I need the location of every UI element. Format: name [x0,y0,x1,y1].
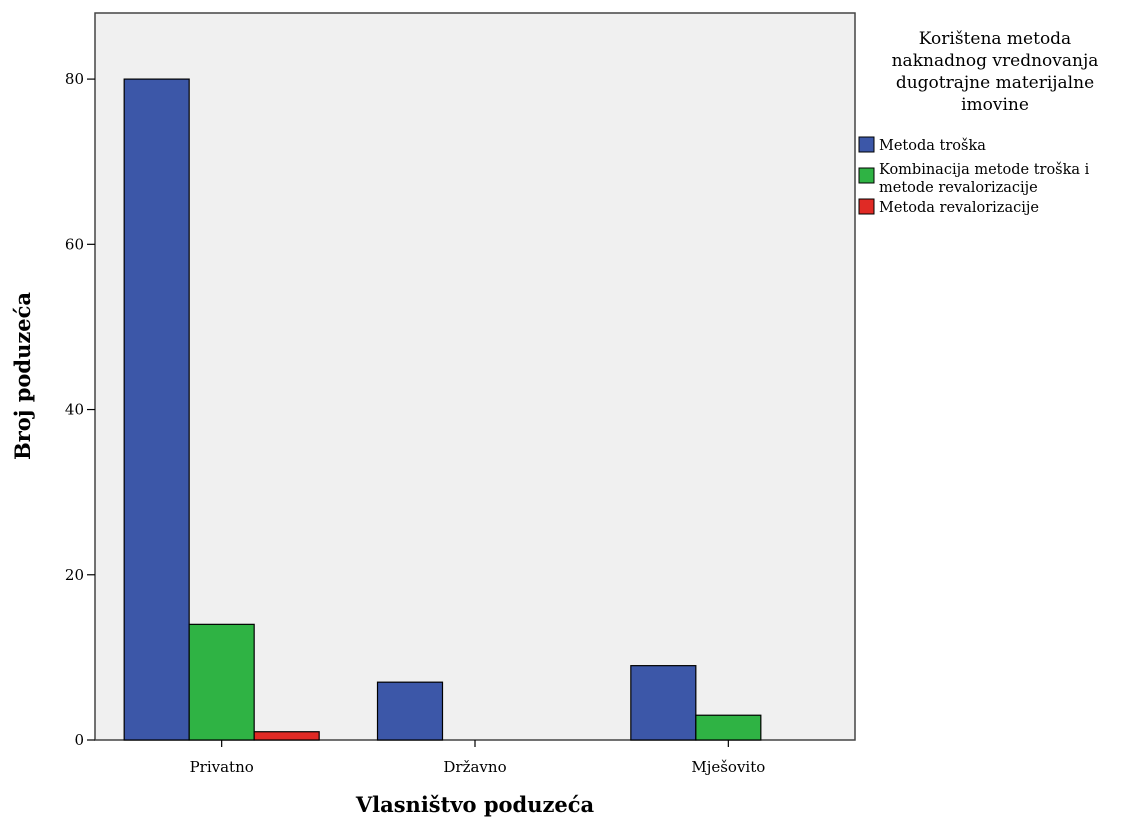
bar [188,623,255,741]
bar [123,78,190,741]
y-tick-label: 60 [65,235,84,253]
legend-swatch [858,136,875,153]
legend-label: Metoda troška [879,137,986,154]
legend-swatch [858,167,875,184]
y-tick-label: 20 [65,566,84,584]
bar [376,681,444,741]
legend-title-line: Korištena metoda [919,29,1071,49]
legend-label: Metoda revalorizacije [879,200,1039,216]
legend-title-line: dugotrajne materijalne [896,73,1094,93]
bar [253,731,320,741]
y-axis-title: Broj poduzeća [10,292,35,460]
bars [123,78,762,741]
bar [695,714,762,741]
legend-title-line: naknadnog vrednovanja [892,51,1099,71]
y-tick-label: 40 [65,401,84,419]
legend-title-line: imovine [961,95,1029,115]
legend-swatch [858,198,875,215]
plot-area [94,12,856,741]
x-axis-title: Vlasništvo poduzeća [355,792,595,817]
y-tick-label: 80 [65,70,84,88]
legend-label: Kombinacija metode troška i [879,161,1090,178]
x-tick-label: Mješovito [691,758,765,776]
y-axis: 0 20 40 60 80 [65,70,95,749]
legend-label: metode revalorizacije [879,180,1038,196]
bar [630,665,697,741]
x-tick-label: Privatno [190,758,254,776]
y-tick-label: 0 [74,731,84,749]
x-axis: Privatno Državno Mješovito [190,740,765,776]
x-tick-label: Državno [443,758,506,776]
